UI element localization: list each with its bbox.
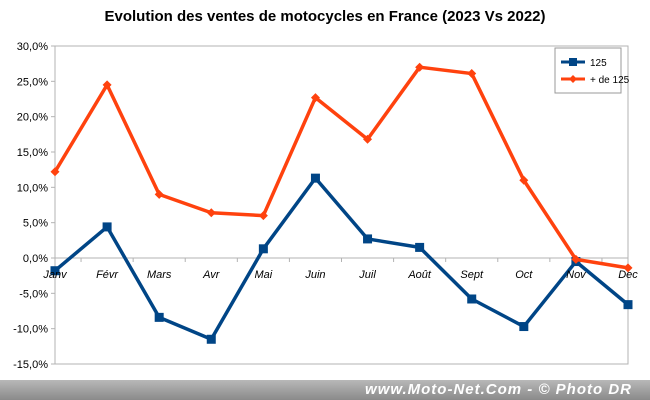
data-point	[50, 167, 60, 177]
data-point	[623, 300, 633, 310]
data-point	[102, 80, 112, 90]
legend-swatch-marker	[569, 58, 577, 66]
chart-series	[50, 62, 633, 344]
y-tick-label: 25,0%	[17, 76, 48, 88]
line-chart: 30,0% 25,0% 20,0% 15,0% 10,0% 5,0% 0,0% -5,0% -1…	[13, 41, 638, 371]
plot-frame	[54, 45, 629, 365]
data-point	[154, 189, 164, 199]
footer-bar: www.Moto-Net.Com - © Photo DR	[0, 380, 650, 400]
series-line-0	[53, 176, 630, 342]
data-point	[50, 266, 60, 276]
chart-axes	[51, 45, 629, 365]
data-point	[467, 294, 477, 304]
y-tick-label: 5,0%	[23, 218, 48, 230]
data-point	[206, 208, 216, 218]
data-point	[310, 93, 320, 103]
data-point	[363, 134, 373, 144]
y-tick-label: 0,0%	[23, 253, 48, 265]
legend-label: + de 125	[590, 75, 630, 86]
x-tick-label: Juin	[304, 269, 325, 281]
x-tick-label: Oct	[515, 269, 533, 281]
data-point	[258, 211, 268, 221]
data-point	[415, 62, 425, 72]
data-point	[206, 334, 216, 344]
data-point	[310, 173, 320, 183]
x-tick-label: Sept	[460, 269, 484, 281]
y-tick-label: -10,0%	[13, 324, 48, 336]
chart-labels: 30,0% 25,0% 20,0% 15,0% 10,0% 5,0% 0,0% -5,0% -1…	[13, 41, 638, 371]
data-point	[571, 254, 581, 264]
footer-credit: www.Moto-Net.Com - © Photo DR	[365, 381, 632, 398]
x-tick-label: Mai	[254, 269, 272, 281]
y-tick-label: 10,0%	[17, 182, 48, 194]
chart-legend: 125 + de 125	[554, 47, 630, 94]
legend-box	[554, 47, 622, 94]
x-tick-label: Nov	[566, 269, 587, 281]
x-tick-label: Avr	[202, 269, 221, 281]
y-tick-label: -5,0%	[19, 288, 48, 300]
data-point	[363, 234, 373, 244]
data-point	[258, 244, 268, 254]
data-point	[519, 322, 529, 332]
chart-title: Evolution des ventes de motocycles en Fr…	[104, 8, 546, 25]
series-line-1	[53, 65, 629, 270]
data-point	[623, 263, 633, 273]
y-tick-label: 20,0%	[17, 112, 48, 124]
x-tick-label: Août	[407, 269, 432, 281]
x-tick-label: Mars	[147, 269, 172, 281]
data-point	[467, 69, 477, 79]
y-tick-label: -15,0%	[13, 359, 48, 371]
x-tick-label: Juil	[358, 269, 376, 281]
legend-swatch-marker	[569, 75, 577, 83]
data-point	[154, 312, 164, 322]
x-tick-label: Févr	[96, 269, 119, 281]
legend-label: 125	[590, 58, 607, 69]
data-point	[102, 222, 112, 232]
y-tick-label: 30,0%	[17, 41, 48, 53]
data-point	[519, 175, 529, 185]
x-tick-label: Janv	[42, 269, 68, 281]
y-tick-label: 15,0%	[17, 147, 48, 159]
x-tick-label: Dec	[618, 269, 638, 281]
data-point	[415, 242, 425, 252]
